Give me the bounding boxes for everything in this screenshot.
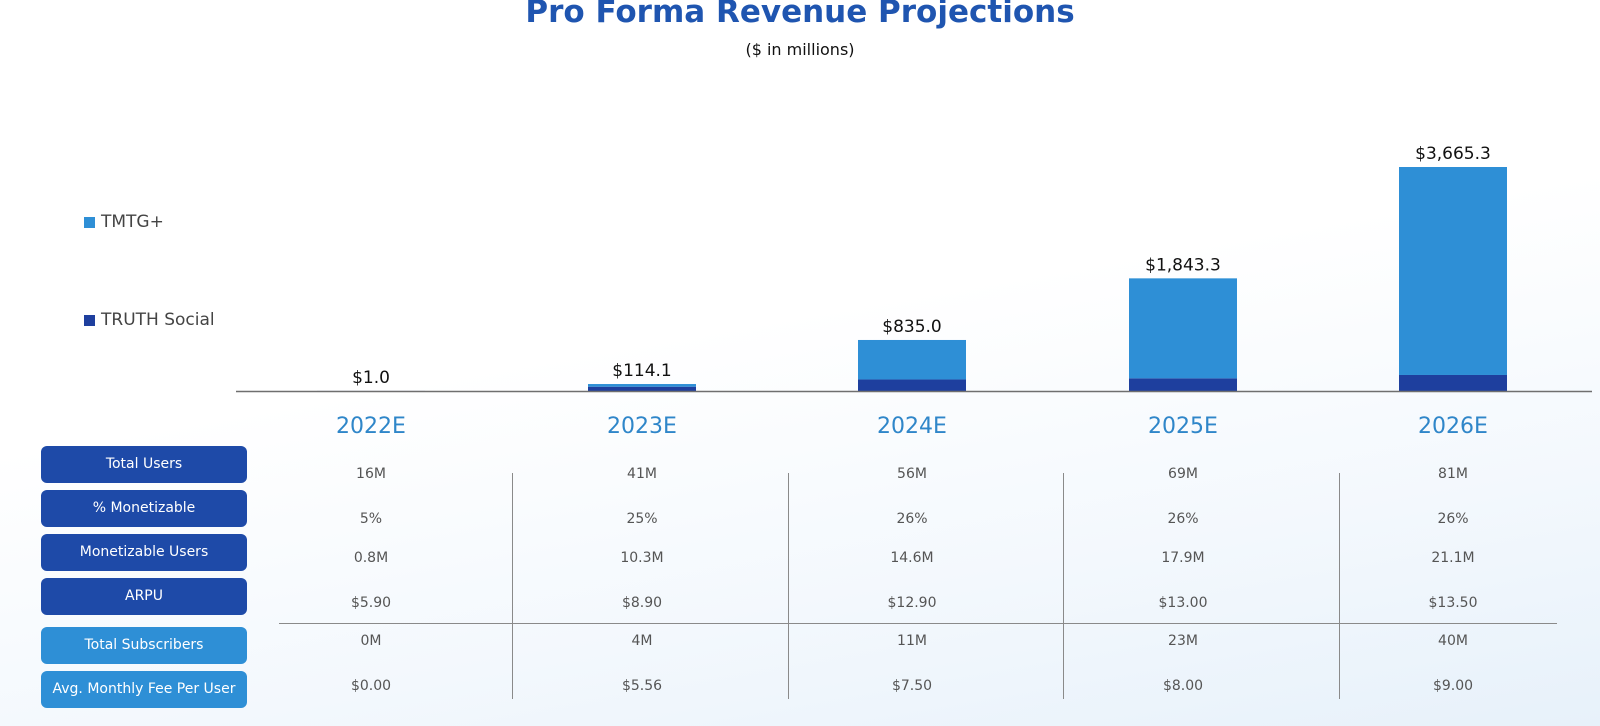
legend-label-tmtg-plus: TMTG+ xyxy=(101,212,164,232)
category-label: 2024E xyxy=(877,414,947,439)
table-cell: 14.6M xyxy=(890,550,934,566)
legend-swatch-tmtg-plus xyxy=(84,216,95,228)
table-cell: 40M xyxy=(1438,633,1468,649)
bar-total-label: $3,665.3 xyxy=(1415,144,1491,164)
bar-total-label: $835.0 xyxy=(882,317,941,337)
row-label-pct-monetizable: % Monetizable xyxy=(41,490,247,527)
table-cell: 23M xyxy=(1168,633,1198,649)
table-cell: 5% xyxy=(359,511,383,527)
bar-truth-social-2024e xyxy=(858,379,966,391)
table-cell: 69M xyxy=(1168,466,1198,482)
page-subtitle: ($ in millions) xyxy=(745,40,855,59)
table-cell: 25% xyxy=(626,511,658,527)
table-cell: 81M xyxy=(1438,466,1468,482)
table-cell: $9.00 xyxy=(1432,678,1474,694)
page-title: Pro Forma Revenue Projections xyxy=(525,0,1075,30)
table-cell: $8.90 xyxy=(621,595,663,611)
bar-tmtg--2026e xyxy=(1399,167,1507,375)
bar-total-label: $1,843.3 xyxy=(1145,255,1221,275)
row-label-total-users: Total Users xyxy=(41,446,247,483)
category-label: 2026E xyxy=(1418,414,1488,439)
category-label: 2022E xyxy=(336,414,406,439)
bar-truth-social-2026e xyxy=(1399,374,1507,391)
table-cell: $0.00 xyxy=(350,678,392,694)
table-divider xyxy=(1063,473,1064,699)
table-cell: 16M xyxy=(356,466,386,482)
table-cell: $8.00 xyxy=(1162,678,1204,694)
table-divider xyxy=(1339,473,1340,699)
bar-total-label: $1.0 xyxy=(352,368,390,388)
bar-tmtg--2024e xyxy=(858,339,966,380)
category-label: 2023E xyxy=(607,414,677,439)
table-cell: $13.50 xyxy=(1428,595,1478,611)
bar-tmtg--2025e xyxy=(1129,278,1237,379)
table-cell: 11M xyxy=(897,633,927,649)
revenue-bar-chart: $1.0 2022E $114.1 2023E $835.0 2024E $1,843.3 2… xyxy=(236,144,1592,439)
row-label-arpu: ARPU xyxy=(41,578,247,615)
bar-tmtg--2023e xyxy=(588,384,696,387)
legend-label-truth-social: TRUTH Social xyxy=(101,310,215,330)
category-label: 2025E xyxy=(1148,414,1218,439)
table-cell: 26% xyxy=(1167,511,1199,527)
bar-truth-social-2025e xyxy=(1129,378,1237,391)
table-divider xyxy=(279,623,1557,624)
legend-swatch-truth-social xyxy=(84,314,95,326)
table-cell: 26% xyxy=(1437,511,1469,527)
table-cell: 0.8M xyxy=(353,550,389,566)
table-cell: $5.56 xyxy=(621,678,663,694)
table-cell: 4M xyxy=(631,633,653,649)
legend-item-tmtg-plus: TMTG+ xyxy=(84,212,164,232)
row-label-avg-monthly-fee: Avg. Monthly Fee Per User xyxy=(41,671,247,708)
table-cell: 41M xyxy=(627,466,657,482)
bar-total-label: $114.1 xyxy=(612,361,671,381)
bar-truth-social-2023e xyxy=(588,386,696,391)
table-cell: 56M xyxy=(897,466,927,482)
table-cell: 21.1M xyxy=(1431,550,1475,566)
legend-item-truth-social: TRUTH Social xyxy=(84,310,215,330)
table-cell: $5.90 xyxy=(350,595,392,611)
table-cell: $7.50 xyxy=(891,678,933,694)
table-cell: 17.9M xyxy=(1161,550,1205,566)
table-cell: 10.3M xyxy=(620,550,664,566)
row-label-total-subscribers: Total Subscribers xyxy=(41,627,247,664)
table-cell: $13.00 xyxy=(1158,595,1208,611)
table-divider xyxy=(512,473,513,699)
table-cell: $12.90 xyxy=(887,595,937,611)
table-cell: 0M xyxy=(360,633,382,649)
row-label-monetizable-users: Monetizable Users xyxy=(41,534,247,571)
table-divider xyxy=(788,473,789,699)
table-cell: 26% xyxy=(896,511,928,527)
